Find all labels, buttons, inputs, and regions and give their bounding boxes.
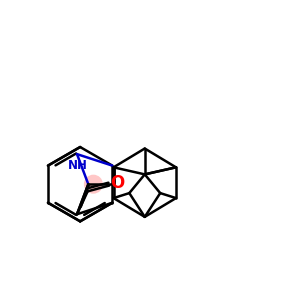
Text: NH: NH: [68, 159, 88, 172]
Text: O: O: [110, 174, 124, 192]
Circle shape: [84, 175, 103, 194]
